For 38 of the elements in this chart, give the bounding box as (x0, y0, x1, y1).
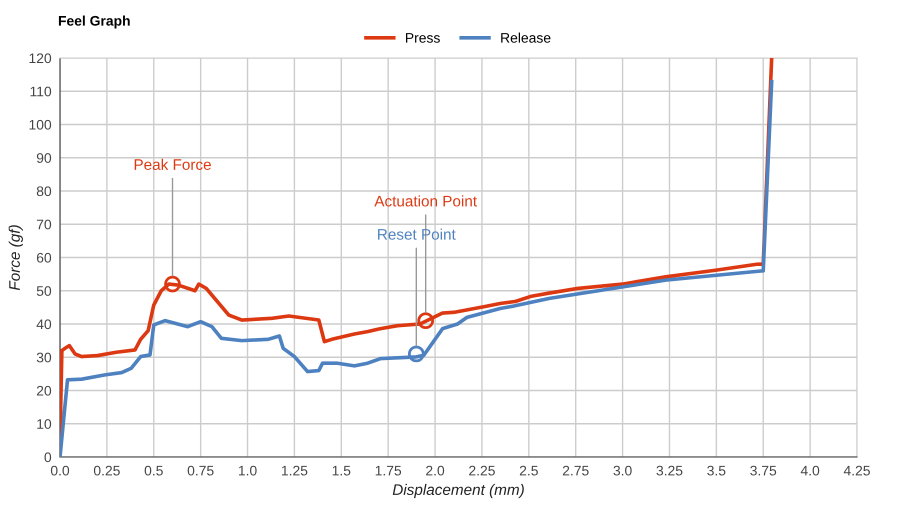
y-tick-label: 50 (36, 286, 52, 296)
legend-label: Release (501, 32, 550, 43)
x-tick-label: 0.25 (94, 466, 120, 476)
y-tick-label: 120 (30, 53, 52, 64)
x-tick-label: 2.0 (426, 466, 444, 476)
x-tick-label: 0.0 (50, 466, 70, 476)
x-tick-label: 1.75 (376, 466, 402, 476)
x-tick-label: 2.25 (469, 466, 495, 476)
y-tick-label: 80 (36, 186, 52, 196)
y-tick-label: 0 (44, 452, 52, 462)
legend-label: Press (406, 33, 440, 43)
x-tick-label: 3.5 (707, 466, 726, 476)
y-axis-title: Force (gf) (8, 225, 23, 290)
y-tick-label: 30 (36, 352, 52, 362)
annotation: Peak Force (134, 158, 211, 170)
y-tick-label: 60 (36, 252, 52, 263)
y-tick-label: 90 (36, 153, 52, 163)
x-tick-label: 1.5 (332, 466, 350, 476)
y-tick-label: 40 (36, 319, 52, 330)
y-tick-label: 100 (30, 120, 52, 130)
chart-title: Feel Graph (58, 16, 130, 28)
x-tick-label: 2.5 (520, 466, 538, 476)
x-tick-label: 3.75 (750, 466, 776, 476)
y-tick-label: 70 (36, 220, 52, 230)
x-tick-label: 4.0 (800, 466, 820, 476)
x-axis-title: Displacement (mm) (392, 484, 524, 498)
x-tick-label: 2.75 (562, 466, 589, 476)
x-tick-label: 4.25 (844, 466, 870, 476)
y-tick-label: 20 (36, 386, 52, 396)
x-tick-label: 3.0 (613, 466, 632, 476)
annotation: Actuation Point (374, 195, 477, 207)
x-tick-label: 0.75 (188, 466, 214, 476)
y-tick-label: 110 (30, 86, 52, 96)
x-tick-label: 3.25 (656, 466, 682, 476)
x-tick-label: 1.25 (282, 466, 308, 476)
y-tick-label: 10 (37, 419, 52, 429)
x-tick-label: 1.0 (238, 466, 257, 476)
x-tick-label: 0.5 (144, 466, 163, 476)
